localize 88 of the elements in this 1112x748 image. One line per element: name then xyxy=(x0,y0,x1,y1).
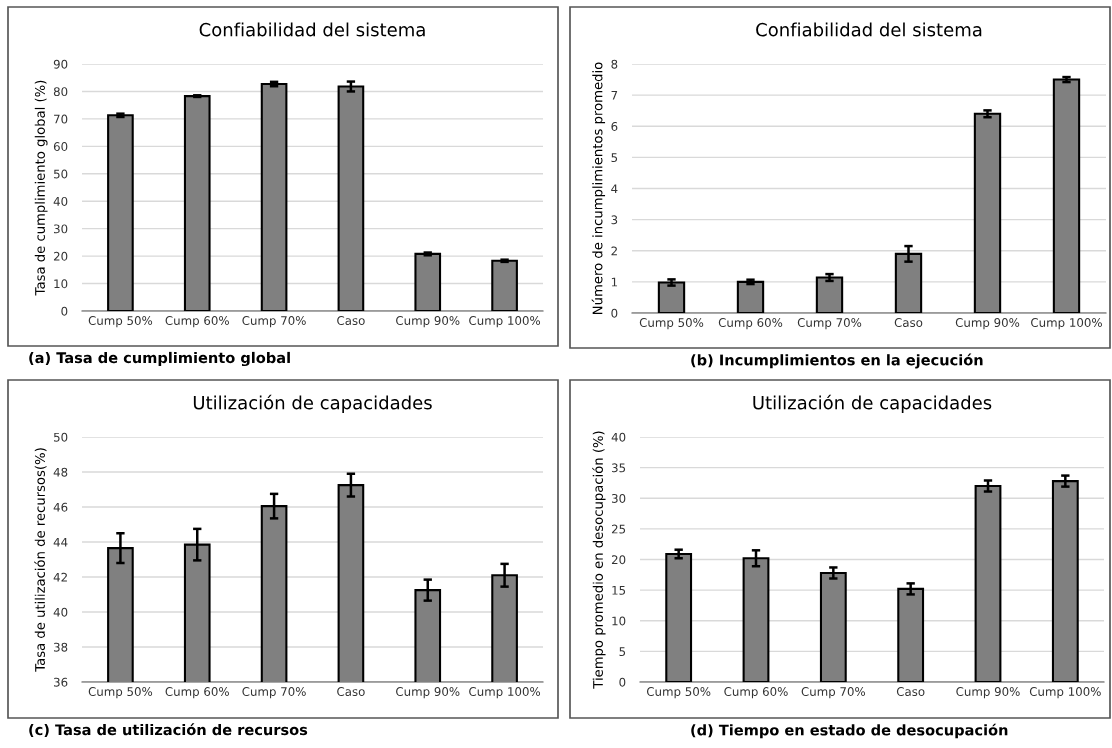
y-tick-label: 40 xyxy=(611,432,626,442)
bar xyxy=(491,259,518,311)
text: (a) Tasa de cumplimiento global xyxy=(29,351,290,367)
y-tick-label: 40 xyxy=(53,196,68,206)
y-tick-label: 3 xyxy=(611,215,618,225)
bar xyxy=(183,95,211,311)
y-axis-title: Tasa de cumplimiento global (%) xyxy=(34,80,48,296)
y-tick-label: 7 xyxy=(611,91,618,100)
bar xyxy=(107,114,134,311)
bar xyxy=(736,280,765,313)
bar xyxy=(414,252,442,311)
bar xyxy=(897,587,925,682)
y-tick-label: 70 xyxy=(54,114,68,124)
x-tick-label: Cump 100% xyxy=(469,687,541,699)
y-tick-label: 36 xyxy=(53,677,68,687)
y-tick-label: 50 xyxy=(54,432,68,442)
y-axis-title: Número de incumplimientos promedio xyxy=(591,62,606,314)
x-tick-label: Cump 50% xyxy=(646,687,711,699)
y-tick-label: 1 xyxy=(611,277,618,287)
x-tick-label: Cump 90% xyxy=(956,687,1020,699)
chart-title: Utilización de capacidades xyxy=(193,394,432,413)
bar xyxy=(1051,480,1079,682)
text: (d) Tiempo en estado de desocupación xyxy=(691,723,1008,739)
y-tick-label: 40 xyxy=(53,607,68,617)
y-tick-label: 20 xyxy=(611,555,626,565)
y-tick-label: 30 xyxy=(53,224,68,234)
x-tick-label: Cump 90% xyxy=(955,318,1020,330)
bar xyxy=(815,276,844,313)
y-tick-label: 60 xyxy=(53,142,68,151)
y-tick-label: 8 xyxy=(611,59,618,69)
y-tick-label: 2 xyxy=(611,246,617,256)
x-tick-label: Caso xyxy=(896,687,925,696)
bar xyxy=(1052,78,1081,313)
y-tick-label: 38 xyxy=(53,642,68,652)
x-tick-label: Caso xyxy=(337,316,365,325)
chart-title: Utilización de capacidades xyxy=(753,394,992,413)
x-tick-label: Cump 90% xyxy=(396,316,460,328)
x-tick-label: Cump 50% xyxy=(639,318,704,330)
bar xyxy=(974,484,1002,682)
y-tick-label: 90 xyxy=(53,59,68,69)
x-tick-label: Cump 90% xyxy=(396,687,460,699)
y-axis-title: Tiempo promedio en desocupación (%) xyxy=(592,431,606,689)
x-tick-label: Cump 60% xyxy=(718,318,783,330)
y-tick-label: 5 xyxy=(611,153,618,163)
x-tick-label: Caso xyxy=(894,318,923,327)
x-tick-label: Cump 100% xyxy=(1029,687,1101,699)
bar xyxy=(657,281,686,313)
y-axis-title: Tasa de utilización de recursos(%) xyxy=(34,448,47,672)
x-tick-label: Caso xyxy=(337,687,365,696)
y-tick-label: 0 xyxy=(61,306,68,316)
y-tick-label: 35 xyxy=(611,463,626,473)
y-tick-label: 5 xyxy=(619,647,626,657)
x-tick-label: Cump 70% xyxy=(242,316,306,328)
y-tick-label: 15 xyxy=(612,586,626,595)
y-tick-label: 10 xyxy=(54,279,68,289)
y-tick-label: 0 xyxy=(611,308,618,318)
y-tick-label: 6 xyxy=(611,121,618,131)
y-tick-label: 30 xyxy=(611,493,626,503)
bar xyxy=(665,552,693,682)
bar xyxy=(260,82,288,311)
x-tick-label: Cump 60% xyxy=(165,316,229,328)
y-tick-label: 46 xyxy=(53,502,68,512)
x-tick-label: Cump 70% xyxy=(797,318,862,330)
text: (c) Tasa de utilización de recursos xyxy=(29,723,308,737)
chart-title: Confiabilidad del sistema xyxy=(199,22,425,37)
bar xyxy=(337,85,365,311)
bar xyxy=(819,571,847,682)
x-tick-label: Cump 70% xyxy=(242,687,306,699)
y-tick-label: 42 xyxy=(53,572,67,582)
x-tick-label: Cump 70% xyxy=(801,687,866,699)
y-tick-label: 25 xyxy=(611,524,626,534)
bar xyxy=(973,112,1002,313)
y-tick-label: 20 xyxy=(53,251,68,261)
y-tick-label: 10 xyxy=(612,616,626,626)
x-tick-label: Cump 100% xyxy=(1031,318,1102,330)
y-tick-label: 48 xyxy=(53,467,68,477)
y-tick-label: 80 xyxy=(53,87,68,97)
x-tick-label: Cump 60% xyxy=(724,687,788,699)
x-tick-label: Cump 60% xyxy=(165,687,229,699)
chart-title: Confiabilidad del sistema xyxy=(756,22,982,37)
x-tick-label: Cump 50% xyxy=(88,687,153,699)
y-tick-label: 50 xyxy=(54,169,68,179)
x-tick-label: Cump 100% xyxy=(469,316,541,328)
x-tick-label: Cump 50% xyxy=(88,316,153,328)
y-tick-label: 4 xyxy=(611,184,618,193)
y-tick-label: 44 xyxy=(53,537,68,547)
text: (b) Incumplimientos en la ejecución xyxy=(691,353,983,369)
y-tick-label: 0 xyxy=(619,677,626,687)
